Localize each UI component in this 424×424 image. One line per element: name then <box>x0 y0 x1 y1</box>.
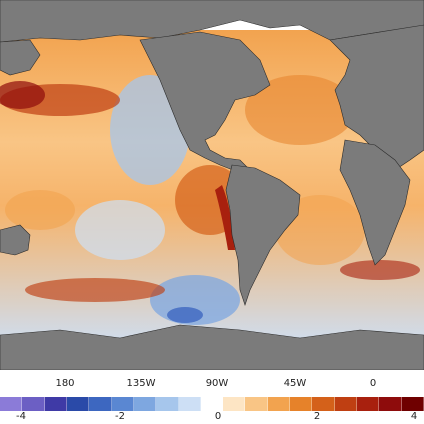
africa <box>339 139 411 266</box>
warm-anomaly-south-pacific-band <box>25 278 165 302</box>
colorbar-cell <box>133 397 157 411</box>
antarctica <box>0 324 424 370</box>
warm-anomaly-north-atlantic <box>245 75 355 145</box>
lon-label-0: 0 <box>369 378 377 389</box>
colorbar-cell <box>357 397 380 411</box>
colorbar-tick-0: 0 <box>214 411 222 422</box>
strong-warm-anomaly-west-pacific <box>0 81 45 109</box>
colorbar-cell <box>156 397 179 411</box>
lon-label-180: 180 <box>55 378 75 389</box>
colorbar-cell <box>44 397 67 411</box>
warm-anomaly-peru-coast <box>215 185 235 250</box>
land-masses <box>0 0 424 370</box>
colorbar-tick-minus4: -4 <box>16 411 26 422</box>
colorbar-cell <box>401 397 424 411</box>
colorbar-cell <box>89 397 112 411</box>
warm-anomaly-tropical-west-pacific <box>5 190 75 230</box>
australia-fragment <box>0 224 31 256</box>
colorbar-cell <box>111 397 134 411</box>
colorbar-cell <box>66 397 90 411</box>
colorbar-cell <box>312 397 335 411</box>
map-canvas <box>0 0 424 370</box>
sst-anomaly-map <box>0 0 424 370</box>
colorbar-cell <box>267 397 291 411</box>
colorbar-tick-minus2: -2 <box>115 411 125 422</box>
colorbar-cell <box>22 397 45 411</box>
lon-label-90w: 90W <box>205 378 229 389</box>
lon-label-45w: 45W <box>283 378 307 389</box>
colorbar-tick-4: 4 <box>410 411 418 422</box>
eurasia <box>329 24 424 171</box>
colorbar-cell <box>223 397 246 411</box>
east-asia-fragment <box>0 39 41 76</box>
colorbar-cell <box>334 397 357 411</box>
strong-cool-anomaly <box>167 307 203 323</box>
warm-anomaly-indian-southern <box>340 260 420 280</box>
lon-label-135w: 135W <box>126 378 156 389</box>
south-america <box>225 164 301 306</box>
colorbar <box>0 397 424 411</box>
cool-anomaly-south-pacific <box>75 200 165 260</box>
colorbar-cell <box>178 397 201 411</box>
colorbar-cell <box>245 397 268 411</box>
colorbar-cell <box>200 397 224 411</box>
colorbar-tick-2: 2 <box>313 411 321 422</box>
colorbar-cell <box>290 397 313 411</box>
colorbar-cell <box>379 397 402 411</box>
north-america <box>139 31 271 173</box>
colorbar-cell <box>0 397 23 411</box>
